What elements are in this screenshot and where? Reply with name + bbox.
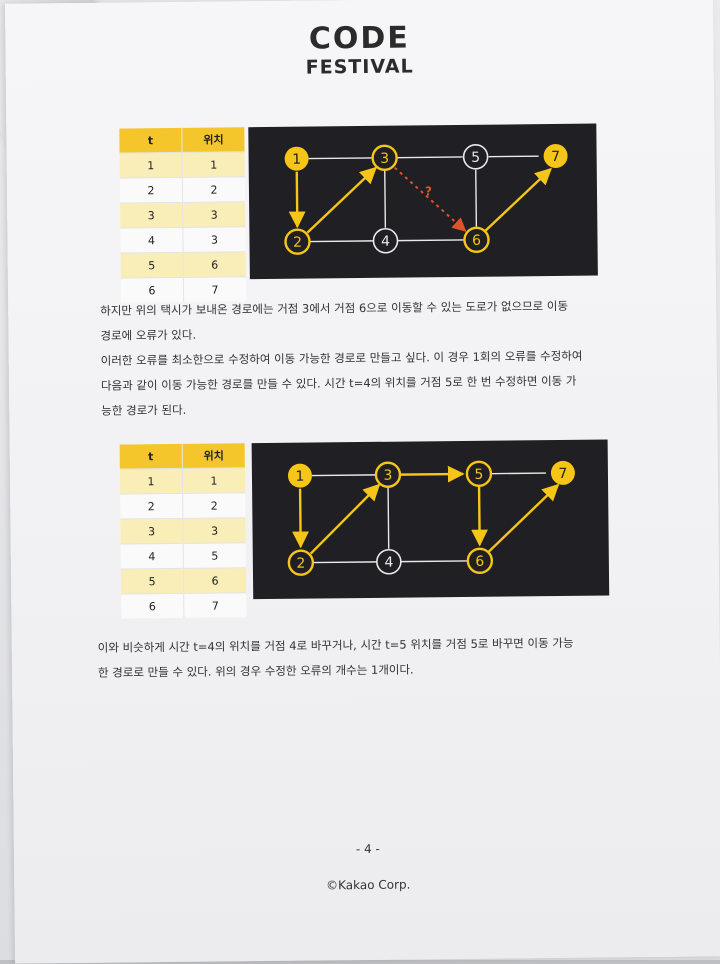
node-label: 1 xyxy=(295,469,304,485)
cell-position: 3 xyxy=(182,517,246,544)
cell-t: 5 xyxy=(120,568,184,595)
node-label: 7 xyxy=(558,466,567,482)
page-number: - 4 - xyxy=(355,841,380,857)
text-line: 능한 경로가 된다. xyxy=(101,402,187,418)
node-4: 4 xyxy=(376,548,402,575)
invalid-move-arrow xyxy=(394,166,467,232)
cell-t: 3 xyxy=(120,202,183,229)
table-header-row: t 위치 xyxy=(119,127,245,154)
cell-position: 6 xyxy=(183,251,246,278)
cell-t: 3 xyxy=(120,518,184,545)
cell-t: 1 xyxy=(119,152,183,179)
taxi-route xyxy=(288,166,552,234)
node-7: 7 xyxy=(543,143,568,168)
node-label: 4 xyxy=(381,234,390,250)
node-5: 5 xyxy=(462,144,489,170)
road-edges xyxy=(308,155,539,243)
cell-t: 4 xyxy=(120,543,184,570)
route-graph-2: 1 3 5 7 2 4 6 xyxy=(251,439,610,600)
cell-position: 7 xyxy=(183,592,247,618)
node-label: 3 xyxy=(383,468,392,484)
node-4: 4 xyxy=(372,227,399,254)
question-mark: ? xyxy=(425,184,432,198)
corrected-route xyxy=(292,465,560,555)
node-label: 5 xyxy=(474,467,483,483)
node-3: 3 xyxy=(374,461,402,488)
node-7: 7 xyxy=(550,460,575,485)
cell-position: 1 xyxy=(182,467,246,494)
node-6: 6 xyxy=(463,226,490,254)
header-position: 위치 xyxy=(182,443,245,469)
node-label: 2 xyxy=(296,556,305,572)
cell-position: 5 xyxy=(183,542,246,569)
node-3: 3 xyxy=(371,144,398,171)
node-label: 7 xyxy=(551,149,560,165)
cell-t: 4 xyxy=(120,227,184,254)
text-line: 한 경로로 만들 수 있다. 위의 경우 수정한 오류의 개수는 1개이다. xyxy=(97,662,414,680)
cell-position: 1 xyxy=(182,151,245,178)
node-label: 6 xyxy=(472,233,481,249)
header-position: 위치 xyxy=(181,127,245,153)
node-5: 5 xyxy=(465,460,493,487)
node-1: 1 xyxy=(284,146,309,171)
cell-position: 2 xyxy=(182,492,246,519)
node-2: 2 xyxy=(284,228,311,255)
cell-position: 3 xyxy=(182,226,246,253)
cell-t: 1 xyxy=(119,468,183,495)
cell-t: 2 xyxy=(120,493,183,520)
cell-t: 5 xyxy=(120,252,184,279)
code-festival-logo: CODE FESTIVAL xyxy=(5,18,714,81)
node-label: 6 xyxy=(475,554,484,570)
road-edges xyxy=(311,472,546,564)
route-graph-1: ? 1 3 5 7 2 4 6 xyxy=(248,123,598,280)
header-t: t xyxy=(119,127,183,154)
header-t: t xyxy=(119,443,183,470)
explanation-paragraph-2: 이와 비슷하게 시간 t=4의 위치를 거점 4로 바꾸거나, 시간 t=5 위… xyxy=(98,630,648,686)
cell-position: 6 xyxy=(183,567,247,594)
node-2: 2 xyxy=(287,549,315,576)
node-label: 1 xyxy=(292,152,301,168)
cell-t: 6 xyxy=(121,593,184,619)
copyright-footer: ©Kakao Corp. xyxy=(325,877,411,893)
cell-t: 2 xyxy=(119,177,183,204)
cell-position: 3 xyxy=(182,201,246,228)
node-label: 4 xyxy=(384,555,393,571)
node-6: 6 xyxy=(466,547,494,574)
node-label: 3 xyxy=(380,151,389,167)
cell-position: 2 xyxy=(182,176,246,203)
node-label: 5 xyxy=(471,150,480,166)
node-label: 2 xyxy=(293,235,302,251)
explanation-paragraph-1: 하지만 위의 택시가 보내온 경로에는 거점 3에서 거점 6으로 이동할 수 … xyxy=(100,293,641,424)
node-1: 1 xyxy=(287,463,312,488)
table-header-row: t 위치 xyxy=(119,443,245,470)
